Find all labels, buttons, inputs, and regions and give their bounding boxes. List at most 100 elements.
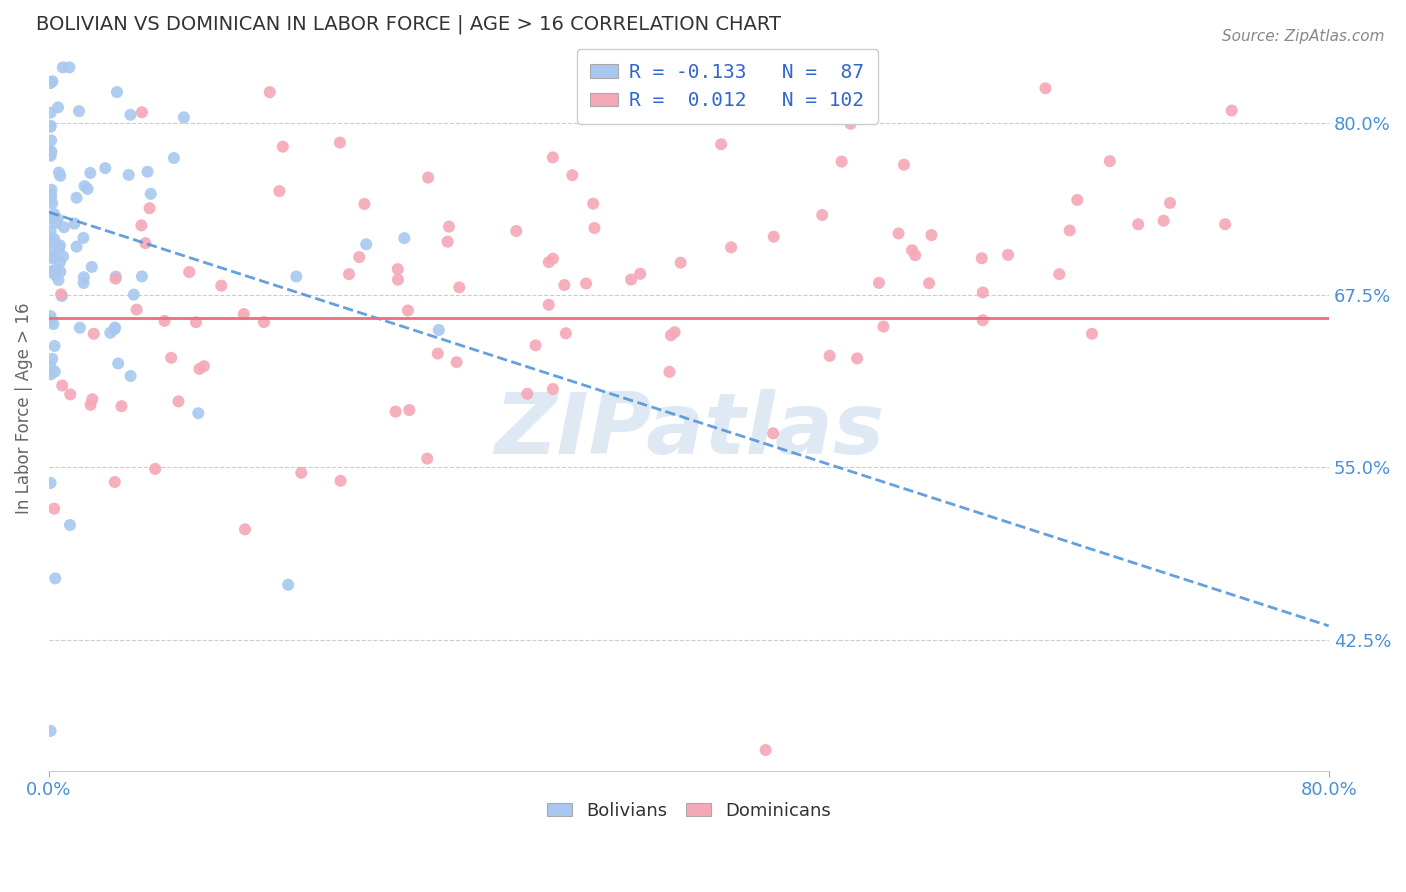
Point [39, 475, 62, 490]
Point [42, 252, 65, 266]
Point [1153, 213, 1175, 227]
Point [79, 166, 101, 180]
Point [233, 522, 256, 536]
Point [48, 165, 70, 179]
Point [69, 320, 91, 334]
Point [541, 150, 564, 164]
Point [561, 168, 583, 182]
Point [136, 165, 159, 179]
Point [179, 265, 201, 279]
Point [125, 302, 148, 317]
Point [398, 403, 420, 417]
Point [139, 186, 162, 201]
Point [970, 252, 993, 266]
Point [39, 192, 62, 206]
Point [269, 184, 291, 198]
Point [52, 250, 75, 264]
Point [46, 211, 69, 226]
Point [188, 362, 211, 376]
Point [134, 236, 156, 251]
Text: BOLIVIAN VS DOMINICAN IN LABOR FORCE | AGE > 16 CORRELATION CHART: BOLIVIAN VS DOMINICAN IN LABOR FORCE | A… [37, 15, 782, 35]
Point [44, 268, 66, 282]
Point [972, 313, 994, 327]
Point [193, 359, 215, 374]
Point [167, 394, 190, 409]
Point [107, 356, 129, 370]
Point [65, 239, 87, 253]
Point [1098, 154, 1121, 169]
Point [387, 273, 409, 287]
Point [46, 100, 69, 114]
Point [67, 104, 90, 119]
Point [39, 119, 62, 133]
Point [872, 319, 894, 334]
Point [110, 399, 132, 413]
Point [39, 211, 62, 226]
Point [173, 110, 195, 124]
Point [73, 179, 96, 194]
Point [997, 248, 1019, 262]
Point [44, 571, 66, 585]
Text: ZIPatlas: ZIPatlas [494, 389, 884, 472]
Point [49, 238, 72, 252]
Point [720, 240, 742, 254]
Point [51, 378, 73, 392]
Point [418, 170, 440, 185]
Point [76, 182, 98, 196]
Point [131, 269, 153, 284]
Point [51, 289, 73, 303]
Point [259, 85, 281, 99]
Point [39, 314, 62, 328]
Point [49, 254, 72, 268]
Point [811, 208, 834, 222]
Point [437, 219, 460, 234]
Point [122, 287, 145, 301]
Point [329, 136, 352, 150]
Point [59, 518, 82, 533]
Point [394, 231, 416, 245]
Point [79, 398, 101, 412]
Point [818, 349, 841, 363]
Point [39, 105, 62, 120]
Point [104, 271, 127, 285]
Point [893, 158, 915, 172]
Point [972, 285, 994, 300]
Point [80, 260, 103, 274]
Point [160, 351, 183, 365]
Point [98, 326, 121, 340]
Point [39, 243, 62, 257]
Point [329, 474, 352, 488]
Point [131, 105, 153, 120]
Point [51, 287, 73, 301]
Point [436, 235, 458, 249]
Point [104, 475, 127, 489]
Point [103, 322, 125, 336]
Point [163, 151, 186, 165]
Point [664, 325, 686, 339]
Point [575, 277, 598, 291]
Point [209, 278, 232, 293]
Text: Source: ZipAtlas.com: Source: ZipAtlas.com [1222, 29, 1385, 44]
Point [48, 242, 70, 256]
Point [83, 326, 105, 341]
Point [44, 232, 66, 246]
Point [253, 315, 276, 329]
Point [65, 191, 87, 205]
Point [49, 169, 72, 183]
Point [416, 451, 439, 466]
Point [887, 227, 910, 241]
Point [39, 120, 62, 134]
Point [620, 272, 643, 286]
Point [39, 187, 62, 202]
Point [277, 578, 299, 592]
Point [449, 280, 471, 294]
Point [839, 117, 862, 131]
Point [44, 339, 66, 353]
Point [426, 346, 449, 360]
Point [920, 228, 942, 243]
Point [762, 229, 785, 244]
Point [131, 219, 153, 233]
Point [105, 85, 128, 99]
Point [1128, 217, 1150, 231]
Point [285, 269, 308, 284]
